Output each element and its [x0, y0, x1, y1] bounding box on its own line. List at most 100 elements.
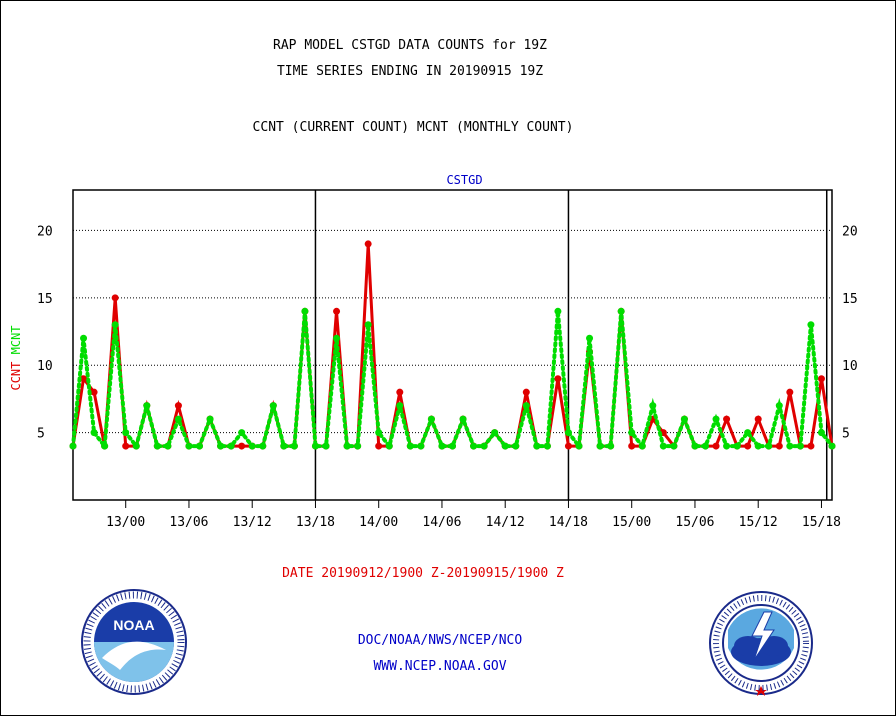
data-point-mcnt — [406, 442, 414, 450]
plot-title: CSTGD — [446, 173, 482, 187]
data-point-mcnt — [649, 402, 657, 410]
data-point-mcnt — [680, 415, 688, 423]
star-icon — [755, 686, 767, 696]
data-point-mcnt — [333, 334, 341, 342]
data-point-mcnt — [269, 402, 277, 410]
data-point-ccnt — [628, 442, 636, 450]
x-tick-label: 15/12 — [739, 515, 778, 530]
y-axis-label-mcnt: MCNT — [9, 325, 23, 361]
data-point-mcnt — [638, 442, 646, 450]
data-point-ccnt — [775, 442, 783, 450]
chart-title-line1: RAP MODEL CSTGD DATA COUNTS for 19Z — [273, 38, 547, 53]
data-point-mcnt — [543, 442, 551, 450]
x-tick-label: 14/18 — [549, 515, 588, 530]
x-tick-label: 13/18 — [296, 515, 335, 530]
data-point-mcnt — [143, 402, 151, 410]
data-point-mcnt — [69, 442, 77, 450]
data-point-mcnt — [174, 415, 182, 423]
y-tick-label-right: 15 — [842, 292, 858, 307]
chart-subtitle: CCNT (CURRENT COUNT) MCNT (MONTHLY COUNT… — [252, 120, 574, 135]
data-point-mcnt — [491, 429, 499, 437]
date-range-label: DATE 20190912/1900 Z-20190915/1900 Z — [282, 566, 564, 581]
data-point-mcnt — [301, 307, 309, 315]
data-point-ccnt — [375, 442, 383, 450]
data-point-mcnt — [153, 442, 161, 450]
data-point-mcnt — [659, 442, 667, 450]
data-point-mcnt — [564, 429, 572, 437]
y-tick-label-left: 5 — [37, 427, 45, 442]
x-tick-label: 13/00 — [106, 515, 145, 530]
data-point-ccnt — [817, 375, 825, 383]
x-tick-label: 13/12 — [233, 515, 272, 530]
data-point-mcnt — [164, 442, 172, 450]
data-point-mcnt — [259, 442, 267, 450]
x-tick-label: 14/00 — [359, 515, 398, 530]
data-point-mcnt — [90, 429, 98, 437]
footer-website[interactable]: WWW.NCEP.NOAA.GOV — [373, 659, 507, 674]
noaa-bird-icon — [102, 641, 166, 670]
data-point-mcnt — [417, 442, 425, 450]
data-point-mcnt — [364, 321, 372, 329]
x-tick-label: 14/12 — [486, 515, 525, 530]
data-point-ccnt — [522, 388, 530, 396]
data-point-ccnt — [712, 442, 720, 450]
data-point-mcnt — [132, 442, 140, 450]
data-point-mcnt — [723, 442, 731, 450]
data-point-mcnt — [533, 442, 541, 450]
data-point-mcnt — [470, 442, 478, 450]
data-point-mcnt — [185, 442, 193, 450]
data-point-mcnt — [111, 321, 119, 329]
data-point-mcnt — [238, 429, 246, 437]
data-point-mcnt — [385, 442, 393, 450]
data-point-mcnt — [501, 442, 509, 450]
y-tick-label-left: 10 — [37, 359, 53, 374]
y-tick-label-left: 15 — [37, 292, 53, 307]
data-point-ccnt — [396, 388, 404, 396]
data-point-mcnt — [744, 429, 752, 437]
data-point-ccnt — [786, 388, 794, 396]
data-point-mcnt — [280, 442, 288, 450]
data-point-ccnt — [744, 442, 752, 450]
data-point-mcnt — [522, 402, 530, 410]
data-point-mcnt — [807, 321, 815, 329]
data-point-ccnt — [122, 442, 130, 450]
data-point-mcnt — [80, 334, 88, 342]
lightning-bolt-icon — [751, 611, 775, 661]
data-point-mcnt — [607, 442, 615, 450]
data-point-mcnt — [427, 415, 435, 423]
data-point-mcnt — [765, 442, 773, 450]
data-point-mcnt — [617, 307, 625, 315]
data-point-ccnt — [111, 294, 119, 302]
x-tick-label: 15/18 — [802, 515, 841, 530]
y-axis-label: CCNT MCNT — [9, 325, 23, 390]
nws-logo — [709, 591, 813, 696]
data-point-ccnt — [333, 307, 341, 315]
data-point-mcnt — [596, 442, 604, 450]
data-point-mcnt — [438, 442, 446, 450]
data-point-mcnt — [343, 442, 351, 450]
data-point-ccnt — [238, 442, 246, 450]
data-point-mcnt — [480, 442, 488, 450]
data-point-ccnt — [364, 240, 372, 248]
data-point-mcnt — [512, 442, 520, 450]
data-point-mcnt — [449, 442, 456, 450]
data-point-mcnt — [575, 442, 583, 450]
data-point-mcnt — [670, 442, 678, 450]
data-point-ccnt — [564, 442, 572, 450]
data-point-mcnt — [322, 442, 330, 450]
data-point-mcnt — [290, 442, 298, 450]
data-point-mcnt — [628, 429, 636, 437]
data-point-mcnt — [206, 415, 214, 423]
data-point-mcnt — [712, 415, 720, 423]
data-point-ccnt — [723, 415, 731, 423]
data-point-mcnt — [459, 415, 467, 423]
chart-title-line2: TIME SERIES ENDING IN 20190915 19Z — [276, 64, 544, 79]
data-point-ccnt — [807, 442, 815, 450]
y-tick-label-right: 5 — [842, 427, 850, 442]
data-point-ccnt — [80, 375, 88, 383]
noaa-logo-text: NOAA — [113, 617, 154, 633]
plot-area — [72, 189, 833, 501]
y-tick-label-right: 20 — [842, 224, 858, 239]
data-point-mcnt — [354, 442, 362, 450]
